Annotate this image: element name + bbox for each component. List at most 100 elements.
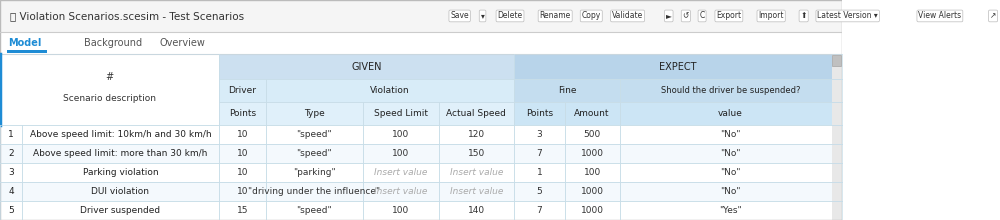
FancyBboxPatch shape	[439, 163, 514, 182]
Text: 4: 4	[8, 187, 14, 196]
Text: "No": "No"	[720, 168, 741, 177]
Text: 1: 1	[537, 168, 542, 177]
Text: Save: Save	[450, 11, 469, 20]
Text: 7: 7	[537, 206, 542, 215]
FancyBboxPatch shape	[0, 144, 22, 163]
Text: 🔒 Violation Scenarios.scesim - Test Scenarios: 🔒 Violation Scenarios.scesim - Test Scen…	[10, 11, 244, 21]
FancyBboxPatch shape	[219, 201, 266, 220]
FancyBboxPatch shape	[565, 102, 620, 125]
Text: 10: 10	[237, 149, 248, 158]
Text: Insert value: Insert value	[450, 187, 503, 196]
Text: Insert value: Insert value	[450, 168, 503, 177]
FancyBboxPatch shape	[620, 201, 842, 220]
Text: ↗: ↗	[990, 11, 996, 20]
FancyBboxPatch shape	[514, 125, 565, 144]
FancyBboxPatch shape	[363, 182, 439, 201]
FancyBboxPatch shape	[266, 201, 363, 220]
FancyBboxPatch shape	[439, 125, 514, 144]
FancyBboxPatch shape	[620, 182, 842, 201]
FancyBboxPatch shape	[266, 102, 363, 125]
FancyBboxPatch shape	[514, 163, 565, 182]
Text: Import: Import	[758, 11, 784, 20]
Text: ▾: ▾	[481, 11, 484, 20]
FancyBboxPatch shape	[0, 0, 842, 32]
Text: "parking": "parking"	[293, 168, 336, 177]
Text: Model: Model	[8, 38, 42, 48]
FancyBboxPatch shape	[219, 54, 514, 79]
FancyBboxPatch shape	[514, 54, 842, 79]
Text: Fine: Fine	[558, 86, 576, 95]
Text: 1000: 1000	[581, 149, 604, 158]
Text: 120: 120	[468, 130, 485, 139]
Text: 100: 100	[392, 206, 409, 215]
Text: 15: 15	[237, 206, 248, 215]
Text: Delete: Delete	[497, 11, 523, 20]
Text: Should the driver be suspended?: Should the driver be suspended?	[661, 86, 800, 95]
Text: "No": "No"	[720, 187, 741, 196]
FancyBboxPatch shape	[219, 182, 266, 201]
Text: 10: 10	[237, 187, 248, 196]
Text: ►: ►	[666, 11, 672, 20]
FancyBboxPatch shape	[0, 125, 22, 144]
Text: 1000: 1000	[581, 206, 604, 215]
Text: Actual Speed: Actual Speed	[446, 109, 506, 118]
Text: Parking violation: Parking violation	[83, 168, 158, 177]
Text: Amount: Amount	[574, 109, 610, 118]
Text: Overview: Overview	[160, 38, 206, 48]
FancyBboxPatch shape	[565, 163, 620, 182]
FancyBboxPatch shape	[219, 163, 266, 182]
FancyBboxPatch shape	[620, 125, 842, 144]
Text: "speed": "speed"	[297, 149, 332, 158]
FancyBboxPatch shape	[219, 144, 266, 163]
Text: DUI violation: DUI violation	[91, 187, 149, 196]
FancyBboxPatch shape	[514, 79, 620, 102]
FancyBboxPatch shape	[514, 182, 565, 201]
Text: Rename: Rename	[540, 11, 571, 20]
Text: Type: Type	[304, 109, 325, 118]
Text: Driver suspended: Driver suspended	[80, 206, 160, 215]
Text: "No": "No"	[720, 149, 741, 158]
Text: View Alerts: View Alerts	[918, 11, 961, 20]
Text: ↺: ↺	[683, 11, 689, 20]
FancyBboxPatch shape	[0, 201, 22, 220]
Text: Violation: Violation	[370, 86, 410, 95]
FancyBboxPatch shape	[219, 102, 266, 125]
Text: Copy: Copy	[582, 11, 601, 20]
FancyBboxPatch shape	[620, 163, 842, 182]
Text: "No": "No"	[720, 130, 741, 139]
FancyBboxPatch shape	[266, 144, 363, 163]
FancyBboxPatch shape	[565, 182, 620, 201]
Text: Insert value: Insert value	[374, 168, 427, 177]
FancyBboxPatch shape	[439, 102, 514, 125]
Text: GIVEN: GIVEN	[351, 62, 382, 72]
Text: 7: 7	[537, 149, 542, 158]
Text: "driving under the influence": "driving under the influence"	[248, 187, 380, 196]
FancyBboxPatch shape	[832, 54, 842, 220]
FancyBboxPatch shape	[565, 144, 620, 163]
FancyBboxPatch shape	[514, 144, 565, 163]
FancyBboxPatch shape	[565, 201, 620, 220]
FancyBboxPatch shape	[0, 163, 22, 182]
Text: "speed": "speed"	[297, 206, 332, 215]
Text: Background: Background	[84, 38, 142, 48]
Text: 100: 100	[392, 130, 409, 139]
Text: "Yes": "Yes"	[719, 206, 742, 215]
Text: 100: 100	[392, 149, 409, 158]
Text: 1: 1	[8, 130, 14, 139]
Text: Above speed limit: 10km/h and 30 km/h: Above speed limit: 10km/h and 30 km/h	[30, 130, 211, 139]
Text: 500: 500	[584, 130, 601, 139]
FancyBboxPatch shape	[514, 201, 565, 220]
Text: Latest Version ▾: Latest Version ▾	[817, 11, 878, 20]
Text: EXPECT: EXPECT	[659, 62, 697, 72]
Text: Insert value: Insert value	[374, 187, 427, 196]
FancyBboxPatch shape	[22, 182, 219, 201]
FancyBboxPatch shape	[22, 201, 219, 220]
Text: Export: Export	[716, 11, 741, 20]
Text: ⬆: ⬆	[800, 11, 807, 20]
FancyBboxPatch shape	[7, 50, 47, 53]
Text: value: value	[718, 109, 743, 118]
FancyBboxPatch shape	[439, 201, 514, 220]
Text: 2: 2	[8, 149, 14, 158]
FancyBboxPatch shape	[363, 102, 439, 125]
FancyBboxPatch shape	[620, 144, 842, 163]
